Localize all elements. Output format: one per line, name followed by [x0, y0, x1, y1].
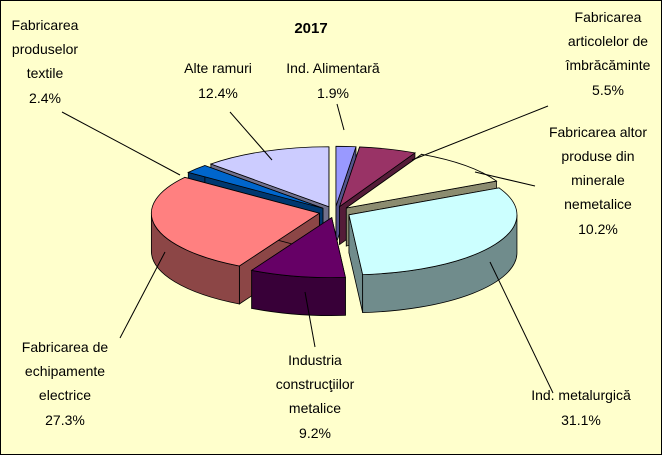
chart-title: 2017	[294, 20, 327, 37]
leader-line	[336, 103, 345, 131]
labels: Ind. Alimentară 1.9% Fabricarea articolelor…	[12, 9, 651, 441]
value-label: 31.1%	[561, 412, 601, 428]
category-label: Ind. Alimentară	[286, 60, 380, 76]
category-label: Fabricarea de echipamente electrice	[22, 339, 109, 403]
leader-line	[411, 105, 549, 161]
category-label: Fabricarea articolelor de îmbrăcăminte	[565, 9, 651, 73]
value-label: 9.2%	[299, 425, 331, 441]
category-label: Ind. metalurgică	[531, 387, 631, 403]
slice-top	[348, 187, 518, 276]
category-label: Fabricarea altor produse din minerale nemet…	[549, 124, 647, 212]
slice-top	[335, 145, 357, 207]
slice-top	[250, 216, 346, 278]
leader-line	[304, 291, 316, 348]
slice-top	[338, 146, 416, 208]
value-label: 10.2%	[578, 221, 618, 237]
value-label: 12.4%	[198, 85, 238, 101]
value-label: 2.4%	[29, 90, 61, 106]
category-label: Industria construcţiilor metalice	[276, 352, 355, 416]
leader-line	[229, 111, 273, 161]
slice-top	[150, 176, 321, 267]
slice-top	[187, 165, 324, 209]
slice	[348, 187, 518, 314]
value-label: 5.5%	[592, 82, 624, 98]
leader-line	[489, 261, 554, 394]
value-label: 27.3%	[45, 412, 85, 428]
pie	[150, 145, 518, 316]
leader-line	[474, 171, 536, 187]
leader-line	[61, 111, 181, 176]
slice-top	[209, 146, 330, 208]
slice	[250, 216, 346, 316]
category-label: Fabricarea produselor textile	[12, 17, 79, 81]
value-label: 1.9%	[317, 85, 349, 101]
category-label: Alte ramuri	[184, 60, 252, 76]
leader-line	[119, 251, 166, 339]
